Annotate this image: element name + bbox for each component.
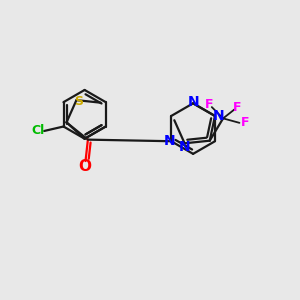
Text: N: N (164, 134, 176, 148)
Text: N: N (179, 140, 190, 154)
Text: N: N (187, 95, 199, 109)
Text: Cl: Cl (31, 124, 44, 137)
Text: F: F (241, 116, 249, 129)
Text: N: N (213, 109, 224, 123)
Text: F: F (205, 98, 213, 111)
Text: F: F (233, 100, 242, 114)
Text: S: S (74, 95, 83, 108)
Text: O: O (78, 159, 92, 174)
